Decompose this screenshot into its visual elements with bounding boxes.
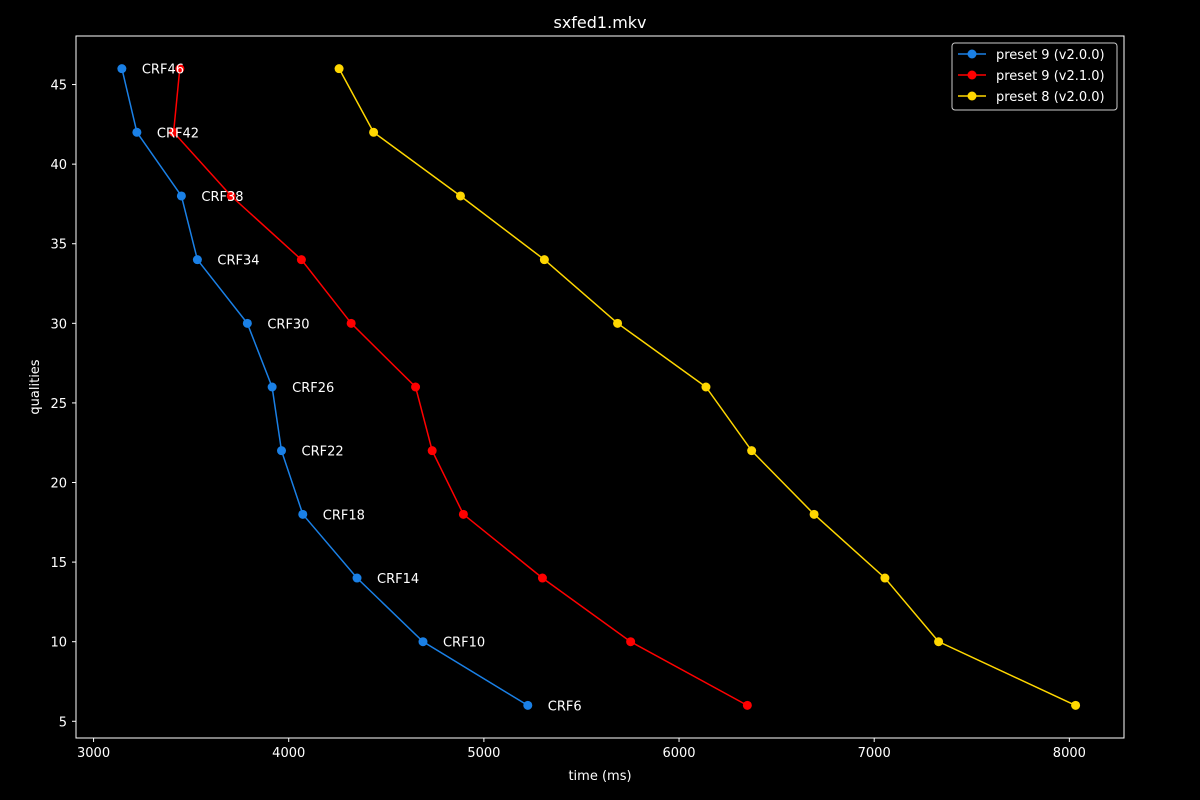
series-2-point — [458, 509, 468, 519]
series-3-point — [880, 573, 890, 583]
series-2-point — [296, 255, 306, 265]
x-axis: 3000 4000 5000 6000 7000 8000 — [77, 738, 1086, 761]
x-tick-label: 5000 — [467, 746, 500, 761]
series-2-point — [411, 382, 421, 392]
axes-frame — [75, 35, 1125, 739]
series-1-point — [176, 191, 186, 201]
series-1-point — [132, 127, 142, 137]
series-1-point — [523, 700, 533, 710]
series-3-point — [369, 127, 379, 137]
legend-label: preset 8 (v2.0.0) — [996, 90, 1105, 105]
series-2-point — [742, 700, 752, 710]
series-3-point — [613, 318, 623, 328]
legend-marker — [967, 70, 977, 80]
y-tick-label: 10 — [50, 636, 67, 651]
series-1-point — [298, 509, 308, 519]
y-tick-label: 40 — [50, 158, 67, 173]
series-2-point — [169, 127, 179, 137]
series-3-point — [334, 64, 344, 74]
series-3-point — [701, 382, 711, 392]
series-3-point — [809, 509, 819, 519]
point-annotation: CRF26 — [292, 381, 334, 396]
series-3-point — [1071, 700, 1081, 710]
x-tick-label: 3000 — [77, 746, 110, 761]
series-1-point — [117, 64, 127, 74]
series-3-point — [455, 191, 465, 201]
series-2-point — [427, 446, 437, 456]
x-tick-label: 4000 — [272, 746, 305, 761]
y-tick-label: 25 — [50, 397, 67, 412]
plot-area: CRF46 CRF42 CRF38 CRF34 CRF30 CRF26 CRF22 CRF18… — [117, 63, 1081, 714]
series-2-point — [626, 637, 636, 647]
chart-title: sxfed1.mkv — [553, 13, 646, 32]
x-tick-label: 7000 — [858, 746, 891, 761]
series-1-point — [277, 446, 287, 456]
series-2-point — [175, 64, 185, 74]
y-tick-label: 15 — [50, 556, 67, 571]
series-1-point — [352, 573, 362, 583]
series-1-point — [267, 382, 277, 392]
legend: preset 9 (v2.0.0) preset 9 (v2.1.0) preset… — [951, 42, 1118, 111]
y-tick-label: 20 — [50, 477, 67, 492]
series-3-point — [747, 446, 757, 456]
legend-marker — [967, 91, 977, 101]
point-annotation: CRF14 — [377, 572, 419, 587]
legend-marker — [967, 49, 977, 59]
point-annotation: CRF38 — [201, 190, 243, 205]
point-annotation: CRF18 — [323, 508, 365, 523]
legend-label: preset 9 (v2.1.0) — [996, 69, 1105, 84]
series-1-point — [242, 318, 252, 328]
series-2-point — [346, 318, 356, 328]
x-axis-label: time (ms) — [568, 769, 631, 784]
point-annotation: CRF6 — [548, 699, 582, 714]
series-2-point — [537, 573, 547, 583]
x-tick-label: 8000 — [1053, 746, 1086, 761]
legend-box — [951, 42, 1118, 111]
series-3-point — [934, 637, 944, 647]
point-annotation: CRF42 — [157, 126, 199, 141]
series-3-point — [539, 255, 549, 265]
x-tick-label: 6000 — [662, 746, 695, 761]
y-tick-label: 5 — [59, 715, 67, 730]
point-annotation: CRF22 — [302, 445, 344, 460]
series-1-point — [192, 255, 202, 265]
point-annotation: CRF34 — [217, 254, 259, 269]
y-axis: 5 10 15 20 25 30 35 40 45 — [50, 79, 76, 730]
series-2-point — [226, 191, 236, 201]
series-1-point — [418, 637, 428, 647]
y-tick-label: 30 — [50, 317, 67, 332]
point-annotation: CRF30 — [267, 317, 309, 332]
legend-label: preset 9 (v2.0.0) — [996, 48, 1105, 63]
y-tick-label: 35 — [50, 238, 67, 253]
point-annotation: CRF10 — [443, 636, 485, 651]
point-annotation: CRF46 — [142, 63, 184, 78]
y-axis-label: qualities — [28, 359, 43, 414]
y-tick-label: 45 — [50, 79, 67, 94]
